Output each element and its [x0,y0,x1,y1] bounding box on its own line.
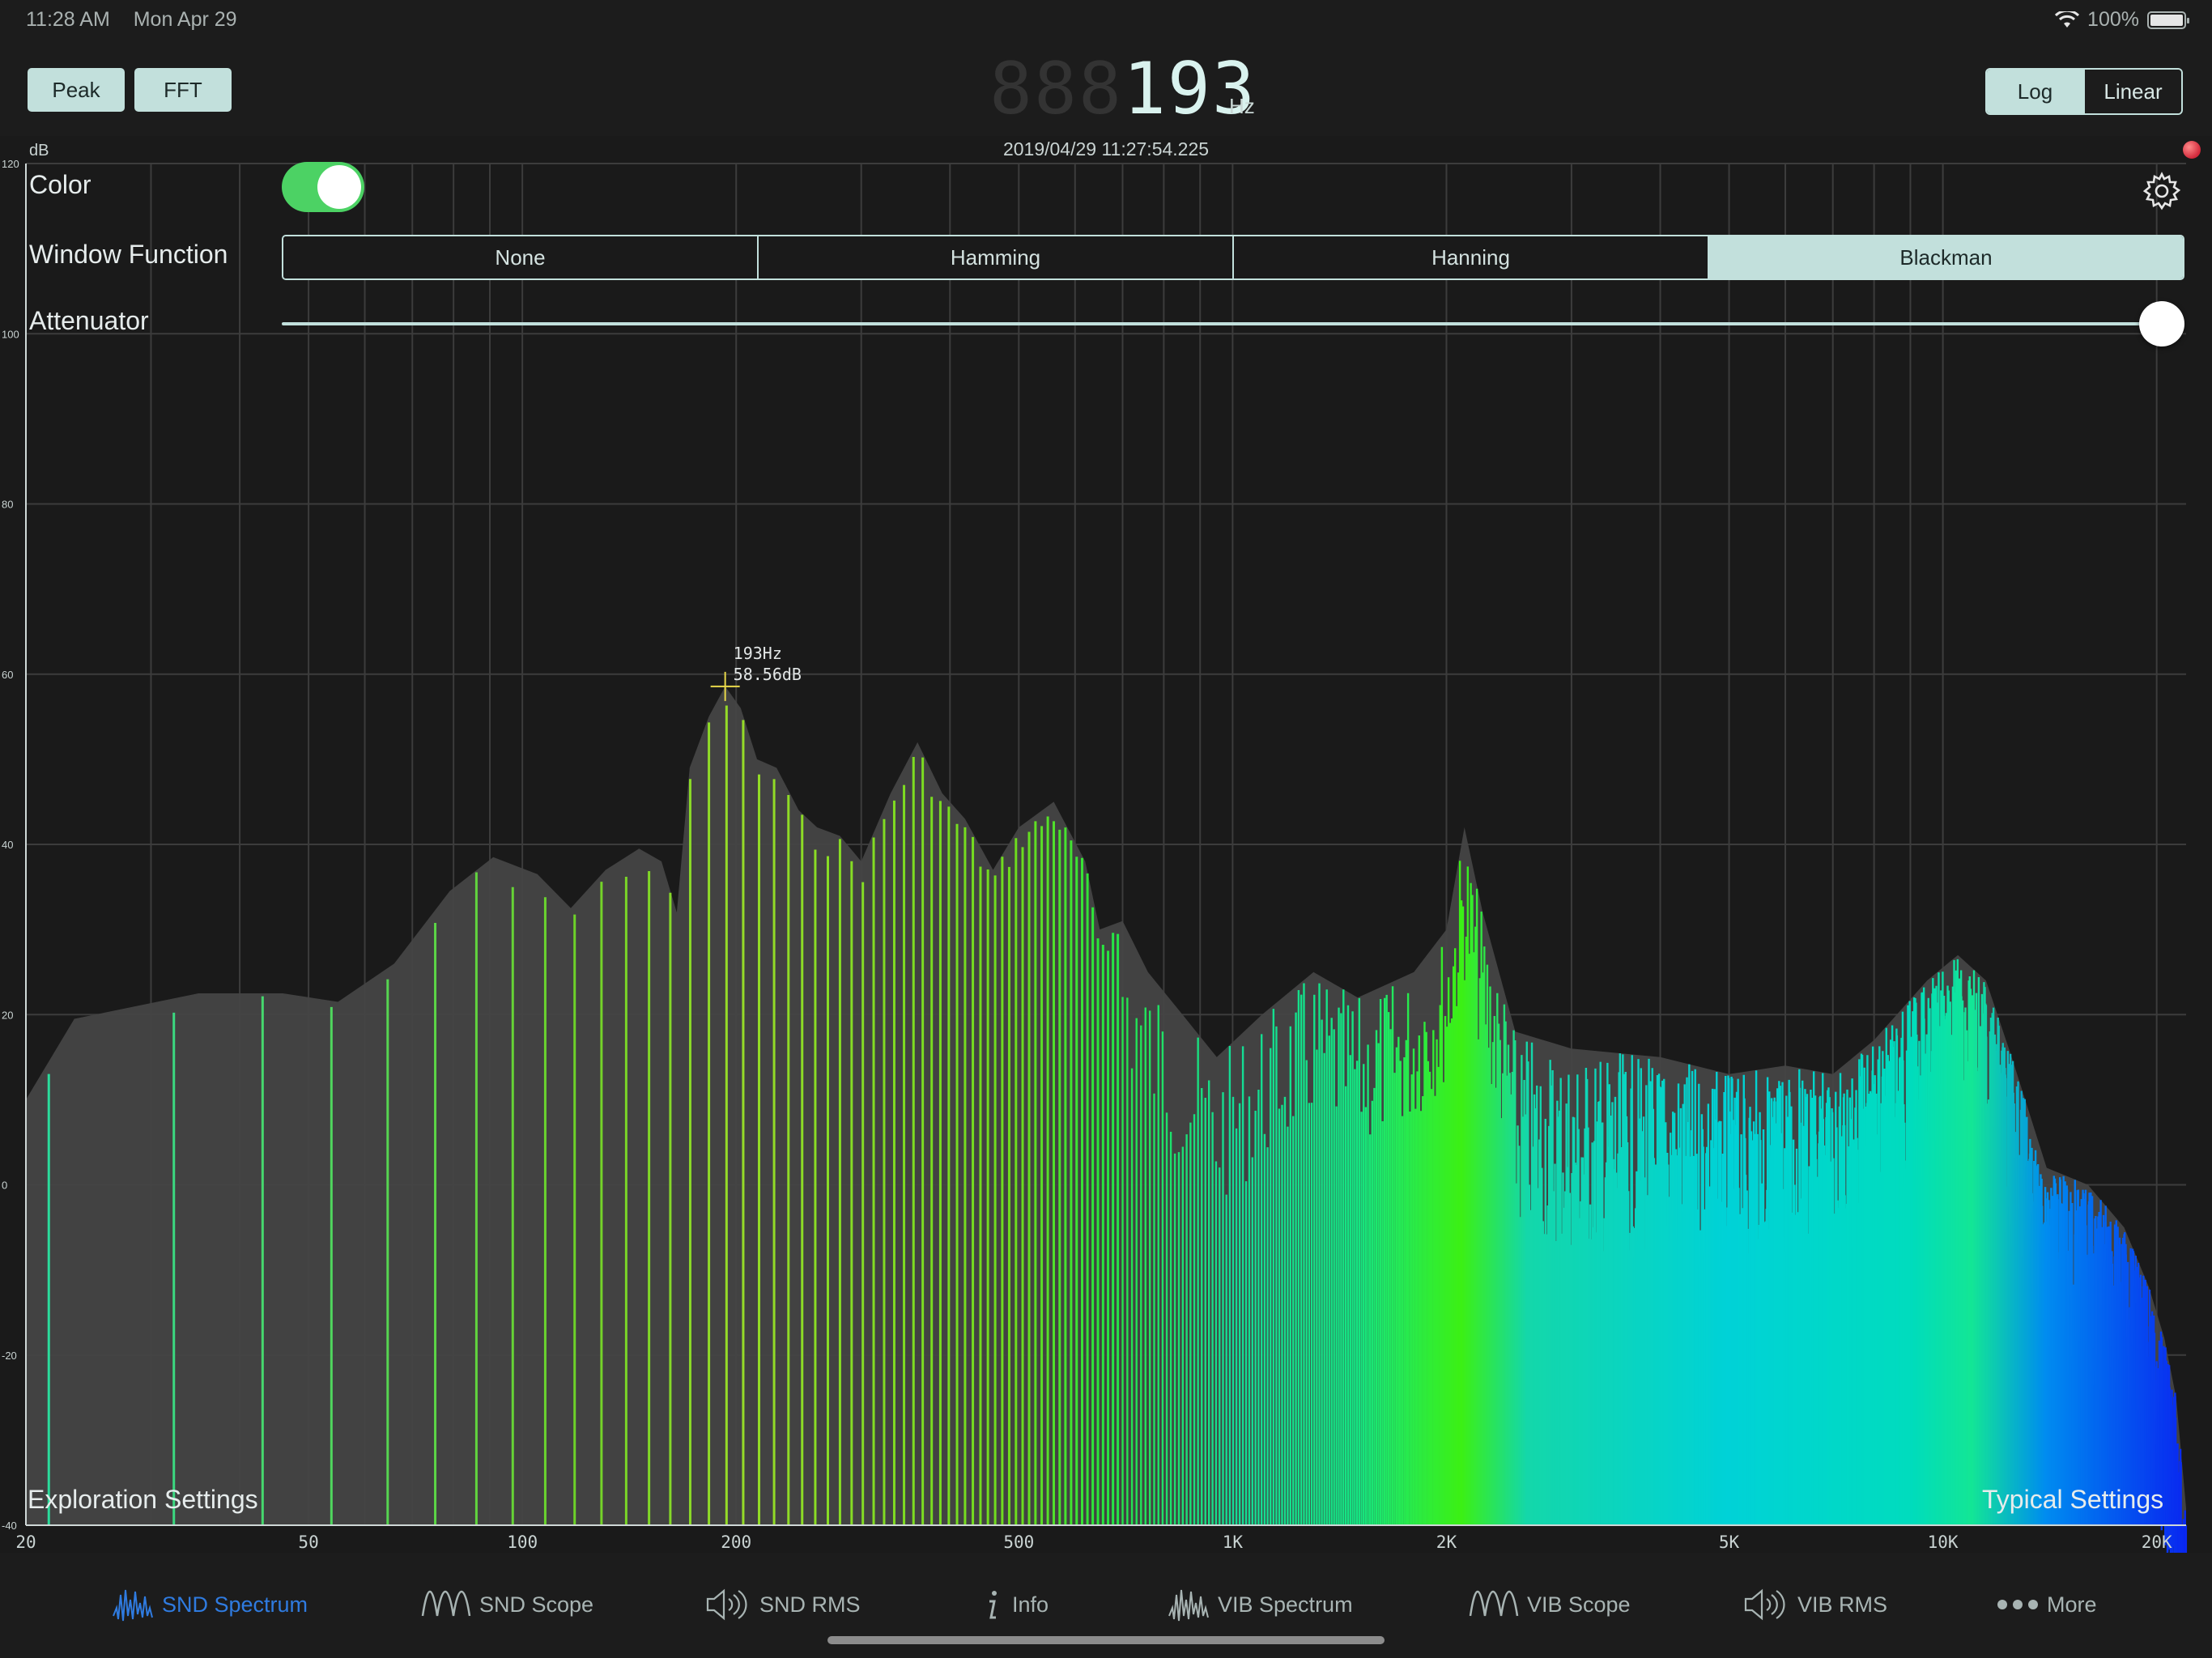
attenuator-label: Attenuator [29,306,149,335]
x-tick-label: 200 [721,1533,751,1552]
y-tick-label: 120 [2,158,19,170]
frequency-readout: 888 193 [989,47,1257,130]
home-indicator [827,1636,1385,1644]
y-tick-label: 80 [2,499,13,511]
peak-label-level: 58.56dB [734,665,802,684]
tab-snd-scope[interactable]: SND Scope [421,1580,593,1629]
x-tick-label: 50 [298,1533,318,1552]
x-tick-label: 2K [1436,1533,1457,1552]
frequency-ghost-digits: 888 [989,47,1123,130]
tab-vib-spectrum[interactable]: VIB Spectrum [1168,1580,1353,1629]
tab-label: VIB Scope [1527,1592,1631,1617]
tab-info[interactable]: Info [980,1580,1049,1629]
attenuator-slider-thumb[interactable] [2139,301,2184,346]
tab-snd-spectrum[interactable]: SND Spectrum [112,1580,308,1629]
scale-toggle: Log Linear [1985,68,2183,115]
tab-vib-rms[interactable]: VIB RMS [1742,1580,1887,1629]
y-tick-label: 20 [2,1009,13,1021]
tab-label: VIB Spectrum [1218,1592,1353,1617]
x-tick-label: 20 [15,1533,36,1552]
battery-icon [2147,11,2189,29]
x-tick-label: 5K [1719,1533,1740,1552]
wave-icon [421,1590,471,1617]
battery-percent: 100% [2087,8,2139,31]
peak-button[interactable]: Peak [28,68,125,112]
exploration-settings-link[interactable]: Exploration Settings [28,1485,258,1514]
window-option-blackman[interactable]: Blackman [1709,236,2183,278]
gear-icon[interactable] [2142,172,2181,210]
spectrum-chart[interactable]: -40 -20 0 20 40 60 80 100 120 dB 20 50 100 200 500 1K 2K… [0,136,2212,1553]
typical-settings-link[interactable]: Typical Settings [1982,1485,2164,1514]
tab-vib-scope[interactable]: VIB Scope [1469,1580,1631,1629]
color-toggle-switch[interactable] [282,162,364,212]
tab-label: Info [1012,1592,1049,1617]
window-option-hanning[interactable]: Hanning [1234,236,1709,278]
scale-log-option[interactable]: Log [1987,70,2083,113]
more-icon [1997,1600,2038,1609]
y-tick-label: 100 [2,328,19,340]
info-icon [989,1591,997,1619]
frequency-value: 193 [1122,47,1257,130]
peak-label-frequency: 193Hz [734,644,782,663]
x-tick-label: 100 [507,1533,538,1552]
status-bar: 11:28 AM Mon Apr 29 100% [0,0,2212,39]
tab-label: More [2047,1592,2097,1617]
wifi-icon [2055,11,2080,28]
wave-icon [1469,1590,1519,1617]
tab-label: SND RMS [759,1592,861,1617]
window-option-none[interactable]: None [283,236,759,278]
y-tick-label: 60 [2,669,13,681]
recording-indicator-icon [2183,141,2201,159]
scale-linear-option[interactable]: Linear [2083,70,2181,113]
attenuator-slider-track[interactable] [282,322,2160,325]
y-tick-label: 0 [2,1180,7,1192]
y-tick-label: 40 [2,839,13,851]
x-tick-label: 10K [1928,1533,1959,1552]
fft-button[interactable]: FFT [134,68,232,112]
status-time: 11:28 AM [26,8,110,31]
tab-label: VIB RMS [1797,1592,1888,1617]
tab-label: SND Scope [479,1592,594,1617]
spectrum-icon [113,1589,153,1622]
y-tick-label: -40 [2,1520,17,1532]
tab-more[interactable]: More [1997,1580,2097,1629]
y-axis-unit: dB [29,142,49,159]
x-tick-label: 1K [1223,1533,1244,1552]
status-date: Mon Apr 29 [133,8,237,31]
speaker-icon [1744,1588,1785,1621]
capture-timestamp: 2019/04/29 11:27:54.225 [1002,138,1210,159]
y-tick-label: -20 [2,1350,17,1362]
tab-snd-rms[interactable]: SND RMS [704,1580,861,1629]
x-tick-label: 20K [2142,1533,2172,1552]
tab-label: SND Spectrum [162,1592,308,1617]
speaker-icon [706,1588,747,1621]
window-option-hamming[interactable]: Hamming [759,236,1234,278]
window-function-label: Window Function [29,240,228,269]
window-function-selector: None Hamming Hanning Blackman [282,235,2184,280]
spectrum-plot-area: -40 -20 0 20 40 60 80 100 120 dB 20 50 100 200 500 1K 2K… [0,136,2212,1553]
frequency-unit: Hz [1229,94,1255,118]
spectrum-icon [1168,1589,1209,1622]
color-label: Color [29,170,91,199]
x-tick-label: 500 [1003,1533,1034,1552]
